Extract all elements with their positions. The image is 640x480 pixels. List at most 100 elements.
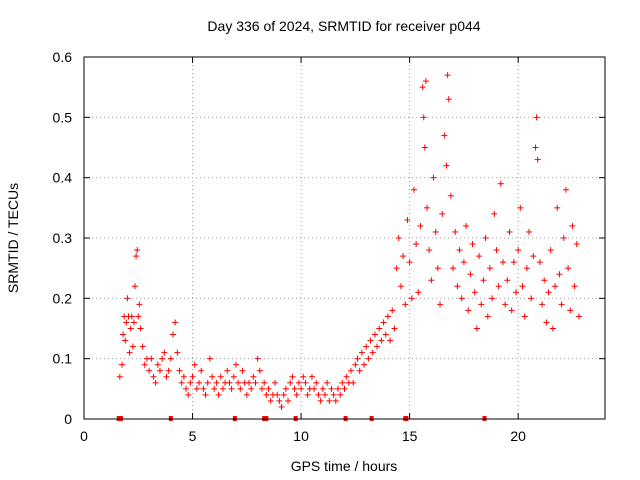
data-point bbox=[447, 192, 454, 199]
data-point bbox=[226, 379, 233, 386]
data-point bbox=[198, 367, 205, 374]
data-point bbox=[185, 391, 192, 398]
data-point bbox=[545, 289, 552, 296]
data-point bbox=[161, 349, 168, 356]
data-point bbox=[421, 144, 428, 151]
data-point bbox=[532, 144, 539, 151]
data-point bbox=[287, 379, 294, 386]
data-point bbox=[382, 331, 389, 338]
y-tick-label: 0.4 bbox=[53, 170, 73, 186]
data-point bbox=[536, 259, 543, 266]
data-point bbox=[558, 301, 565, 308]
data-point bbox=[295, 379, 302, 386]
data-point bbox=[547, 247, 554, 254]
data-point bbox=[122, 337, 129, 344]
data-point bbox=[369, 349, 376, 356]
data-point bbox=[129, 343, 136, 350]
data-point bbox=[328, 385, 335, 392]
data-point bbox=[400, 253, 407, 260]
data-point bbox=[467, 271, 474, 278]
data-point bbox=[476, 253, 483, 260]
data-point bbox=[354, 355, 361, 362]
axis-ticks bbox=[83, 56, 605, 420]
data-point bbox=[150, 373, 157, 380]
data-point bbox=[543, 319, 550, 326]
data-point bbox=[367, 337, 374, 344]
data-point bbox=[393, 265, 400, 272]
data-point bbox=[139, 343, 146, 350]
data-point bbox=[267, 397, 274, 404]
data-point bbox=[450, 265, 457, 272]
data-point bbox=[371, 331, 378, 338]
data-point bbox=[304, 391, 311, 398]
data-point bbox=[491, 210, 498, 217]
data-point bbox=[274, 391, 281, 398]
data-point bbox=[365, 355, 372, 362]
data-point bbox=[133, 253, 140, 260]
x-tick-label: 0 bbox=[80, 428, 88, 444]
data-point bbox=[165, 367, 172, 374]
data-point bbox=[167, 355, 174, 362]
data-point bbox=[263, 391, 270, 398]
data-point bbox=[272, 379, 279, 386]
data-point bbox=[512, 289, 519, 296]
gridlines bbox=[84, 57, 605, 419]
data-point bbox=[482, 235, 489, 241]
data-point bbox=[254, 355, 261, 362]
data-point bbox=[326, 397, 333, 404]
y-tick-label: 0 bbox=[64, 411, 72, 427]
data-point bbox=[413, 241, 420, 248]
data-point bbox=[300, 373, 307, 380]
data-point bbox=[298, 385, 305, 392]
data-point bbox=[180, 373, 187, 380]
data-point bbox=[410, 186, 417, 193]
x-tick-label: 20 bbox=[510, 428, 526, 444]
y-tick-label: 0.6 bbox=[53, 49, 73, 65]
data-point bbox=[422, 78, 429, 85]
data-point bbox=[334, 385, 341, 392]
data-point bbox=[311, 385, 318, 392]
data-point bbox=[452, 228, 459, 235]
data-point bbox=[508, 307, 515, 314]
data-point bbox=[384, 313, 391, 320]
data-point bbox=[404, 216, 411, 223]
x-tick-label: 10 bbox=[293, 428, 309, 444]
data-point bbox=[549, 325, 556, 332]
data-point bbox=[473, 325, 480, 332]
data-point bbox=[463, 222, 470, 229]
data-point bbox=[352, 361, 359, 368]
data-point bbox=[178, 379, 185, 386]
data-point bbox=[575, 313, 582, 320]
data-point bbox=[443, 162, 450, 169]
y-axis-title: SRMTID / TECUs bbox=[5, 183, 21, 293]
data-point bbox=[552, 283, 559, 290]
data-point bbox=[432, 228, 439, 235]
data-point bbox=[484, 313, 491, 320]
data-point bbox=[237, 385, 244, 392]
data-point bbox=[426, 247, 433, 254]
data-point bbox=[215, 391, 222, 398]
data-point bbox=[493, 247, 500, 254]
data-point bbox=[127, 325, 134, 332]
data-point bbox=[291, 385, 298, 392]
x-tick-label: 15 bbox=[402, 428, 418, 444]
data-point bbox=[293, 391, 300, 398]
data-point bbox=[278, 403, 285, 410]
data-point bbox=[502, 301, 509, 308]
data-point bbox=[193, 385, 200, 392]
data-point bbox=[239, 367, 246, 374]
data-point bbox=[319, 385, 326, 392]
data-point bbox=[154, 361, 161, 368]
data-point bbox=[339, 379, 346, 386]
data-point bbox=[217, 373, 224, 380]
data-point bbox=[439, 210, 446, 217]
data-point bbox=[562, 186, 569, 193]
data-point bbox=[571, 283, 578, 290]
data-point bbox=[434, 265, 441, 272]
data-point bbox=[321, 391, 328, 398]
data-point bbox=[176, 367, 183, 374]
y-tick-label: 0.2 bbox=[53, 290, 73, 306]
data-point bbox=[528, 295, 535, 302]
data-point bbox=[172, 319, 179, 326]
data-point bbox=[460, 259, 467, 266]
